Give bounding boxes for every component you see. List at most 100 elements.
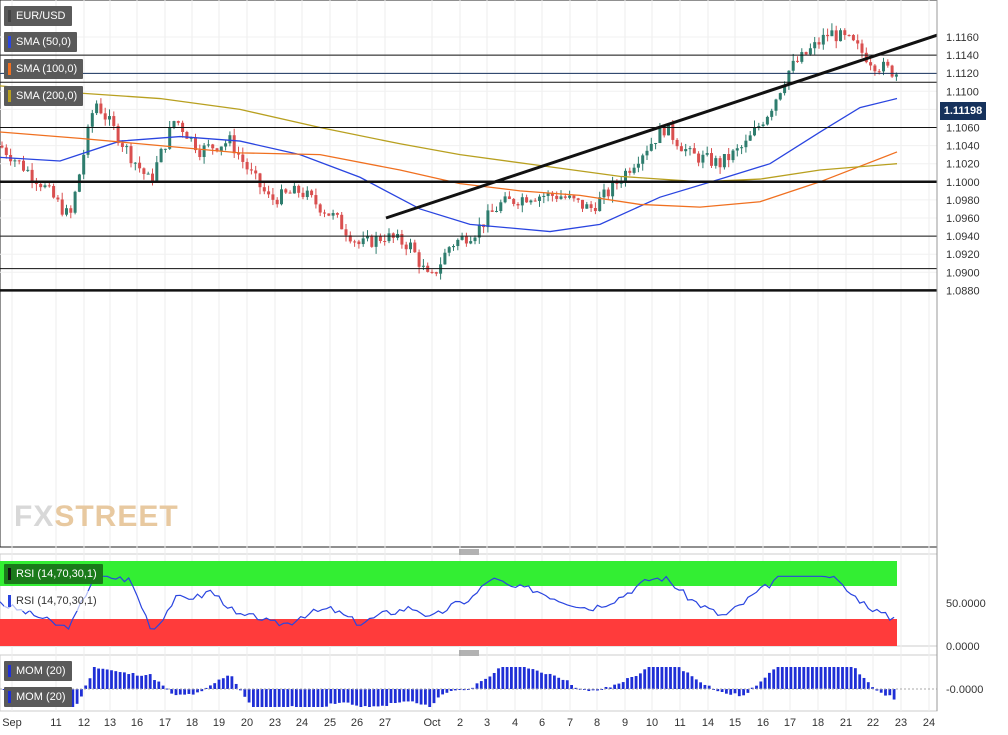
candle-body — [344, 229, 348, 236]
mom-bar — [828, 667, 831, 689]
mom-bar — [239, 689, 242, 691]
candle-body — [112, 116, 116, 126]
candle-body — [26, 169, 30, 171]
y-tick-label: 1.1100 — [946, 86, 979, 98]
mom-bar — [703, 684, 707, 689]
mom-bar — [393, 689, 397, 704]
mom-bar — [415, 689, 419, 704]
candle-body — [206, 144, 210, 146]
legend-sma200[interactable]: SMA (200,0) — [4, 86, 84, 106]
candle-body — [95, 103, 99, 114]
candle-body — [17, 160, 21, 162]
mom-bar — [454, 689, 457, 691]
mom-bar — [338, 689, 341, 703]
mom-bar — [363, 689, 367, 707]
mom-bar — [746, 689, 750, 693]
candle-body — [546, 192, 550, 196]
candle-body — [563, 196, 567, 198]
mom-bar — [243, 689, 247, 697]
mom-bar — [273, 689, 277, 707]
legend-mom[interactable]: MOM (20) — [4, 661, 72, 681]
mom-bar — [492, 672, 496, 689]
mom-bar — [303, 689, 307, 707]
mom-bar — [755, 685, 758, 689]
candle-body — [585, 204, 589, 209]
mom-bar — [295, 689, 298, 707]
candle-body — [525, 197, 529, 203]
candle-body — [267, 191, 271, 195]
mom-bar — [381, 689, 384, 706]
candle-body — [679, 146, 683, 152]
x-tick-label: 15 — [729, 717, 741, 729]
x-tick-label: 18 — [186, 717, 198, 729]
candle-body — [830, 30, 834, 37]
x-tick-label: 27 — [379, 717, 391, 729]
mom-bar — [634, 676, 638, 689]
x-tick-label: 24 — [296, 717, 308, 729]
mom-bar — [196, 689, 199, 693]
mom-bar — [604, 686, 608, 689]
mom-bar — [682, 671, 685, 689]
mom-bar — [884, 689, 887, 696]
mom-bar — [221, 678, 225, 689]
mom-bar — [660, 667, 664, 689]
legend-sma50[interactable]: SMA (50,0) — [4, 32, 78, 52]
mom-bar — [372, 689, 376, 707]
mom-bar — [204, 687, 208, 689]
mom-bar — [445, 689, 449, 693]
mom-bar — [355, 689, 358, 706]
candle-body — [284, 189, 288, 193]
mom-bar — [789, 667, 793, 689]
mom-bar — [888, 689, 892, 696]
y-tick-label: 1.0900 — [946, 267, 980, 279]
legend-rsi[interactable]: RSI (14,70,30,1) — [4, 564, 103, 584]
candle-body — [73, 191, 77, 213]
mom-bar — [217, 679, 221, 689]
x-tick-label: 26 — [351, 717, 363, 729]
candle-body — [271, 194, 275, 200]
candle-body — [808, 48, 812, 55]
mom-bar — [772, 669, 776, 689]
candle-body — [542, 195, 546, 197]
mom-bar — [75, 689, 79, 704]
mom-bar — [763, 677, 767, 689]
candle-body — [163, 148, 167, 150]
candle-body — [843, 30, 847, 36]
mom-bar — [522, 667, 526, 689]
x-tick-label: Sep — [2, 717, 22, 729]
mom-bar — [845, 667, 849, 689]
mom-bar — [174, 689, 178, 696]
candle-body — [791, 60, 795, 71]
candle-body — [606, 189, 610, 197]
mom-bar — [312, 689, 315, 707]
candle-body — [869, 62, 873, 66]
candle-body — [834, 30, 838, 42]
legend-rsi-duplicate: RSI (14,70,30,1) — [4, 591, 103, 611]
mom-bar — [677, 667, 681, 689]
legend-sma100[interactable]: SMA (100,0) — [4, 59, 84, 79]
x-tick-label: 23 — [895, 717, 907, 729]
mom-bar — [191, 689, 195, 695]
legend-symbol[interactable]: EUR/USD — [4, 6, 72, 26]
mom-bar — [871, 687, 874, 689]
y-tick-label: 1.1140 — [946, 50, 979, 62]
mom-bar — [819, 667, 823, 689]
candle-body — [172, 121, 176, 128]
x-tick-label: 22 — [867, 717, 879, 729]
sma100-line — [0, 131, 898, 208]
mom-bar — [153, 680, 156, 689]
mom-bar — [80, 689, 83, 697]
mom-bar — [699, 682, 702, 689]
candle-body — [778, 93, 782, 100]
mom-bar — [316, 689, 320, 707]
candle-body — [783, 85, 787, 94]
mom-bar — [720, 689, 724, 693]
candle-body — [297, 185, 301, 193]
mom-bar — [768, 672, 771, 689]
mom-bar — [518, 667, 522, 689]
mom-bar — [333, 689, 337, 704]
mom-bar — [428, 689, 432, 707]
mom-bar — [716, 689, 720, 692]
candle-body — [826, 34, 830, 37]
candle-body — [555, 195, 559, 199]
